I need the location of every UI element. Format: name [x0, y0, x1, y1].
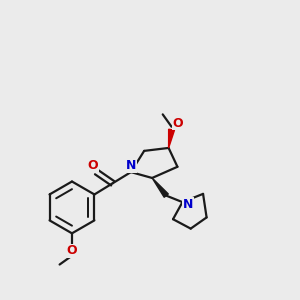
Text: O: O — [173, 117, 183, 130]
Polygon shape — [169, 129, 175, 148]
Polygon shape — [152, 178, 168, 197]
Text: N: N — [126, 159, 136, 172]
Text: O: O — [88, 159, 98, 172]
Text: N: N — [183, 198, 193, 211]
Text: O: O — [67, 244, 77, 257]
